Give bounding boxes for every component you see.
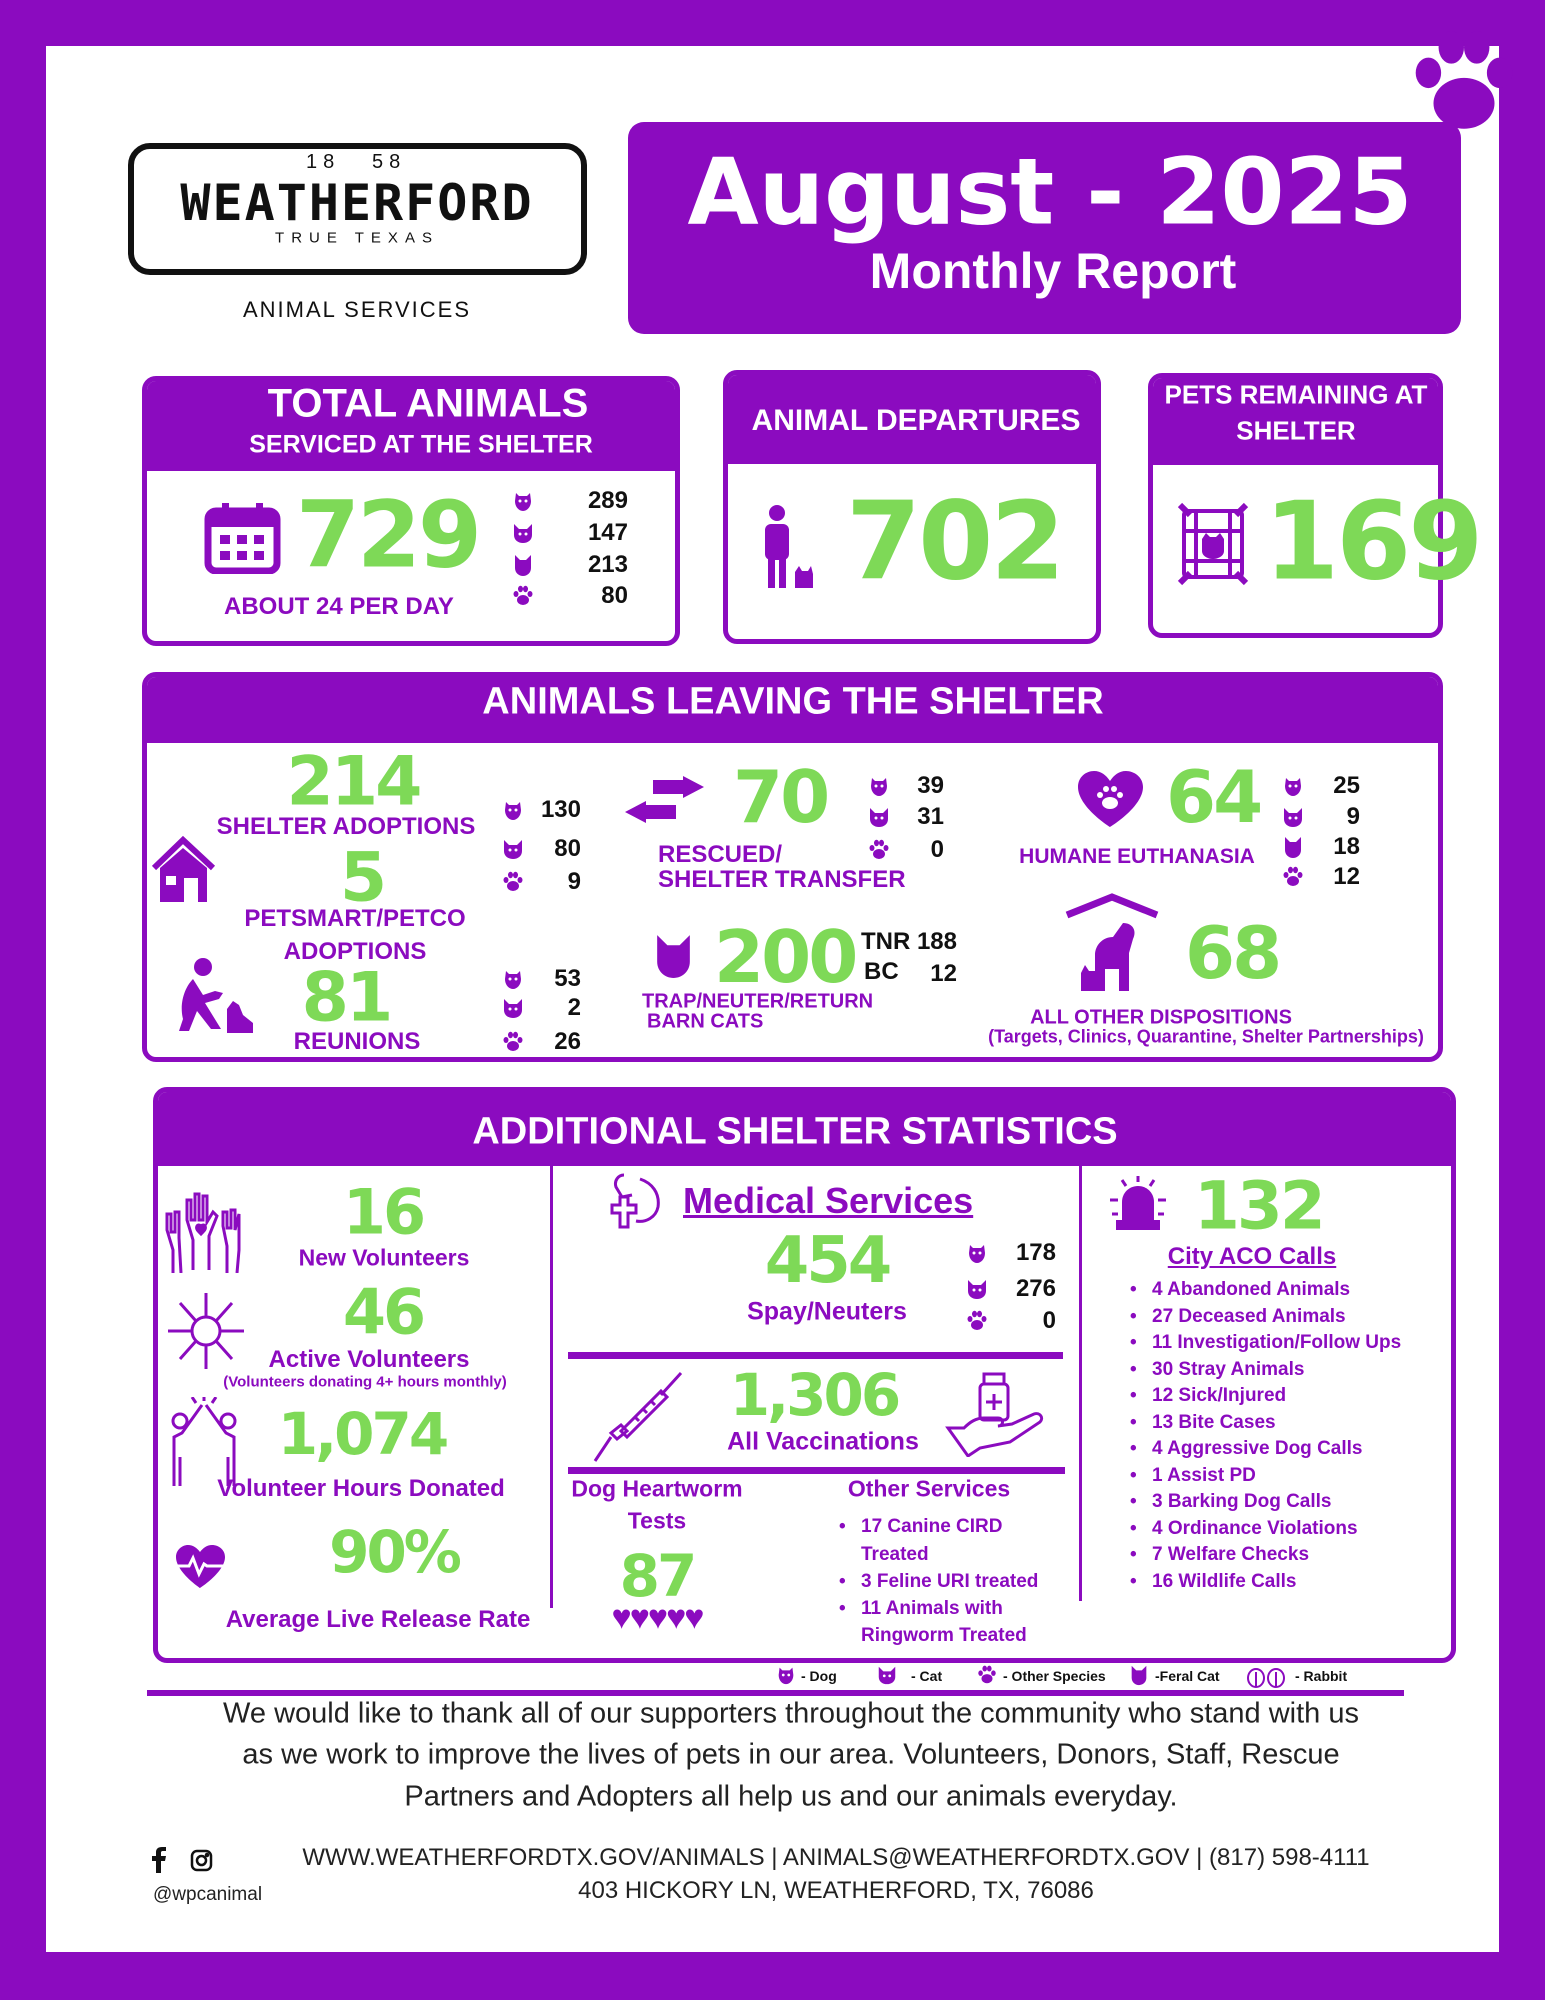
medical-services-link[interactable]: Medical Services (683, 1180, 974, 1221)
dog-icon (1281, 774, 1305, 798)
cat-icon (965, 1277, 989, 1301)
siren-icon (1108, 1176, 1168, 1231)
paw-icon (965, 1309, 989, 1333)
divider (147, 1690, 1404, 1696)
aco-call-item: 7 Welfare Checks (1130, 1544, 1309, 1566)
aco-call-item: 30 Stray Animals (1130, 1359, 1305, 1381)
remaining-card (1148, 373, 1443, 638)
city-aco-calls-link[interactable]: City ACO Calls (1167, 1243, 1337, 1270)
dog-icon (867, 774, 891, 798)
departures-value: 702 (846, 479, 1065, 605)
cat-icon (501, 837, 525, 861)
aco-call-item: 4 Ordinance Violations (1130, 1518, 1357, 1540)
remaining-value: 169 (1264, 479, 1483, 605)
feral-cat-icon (1281, 835, 1305, 859)
logo: 18 58 WEATHERFORD TRUE TEXAS ANIMAL SERV… (128, 121, 587, 322)
aco-call-item: 12 Sick/Injured (1130, 1385, 1286, 1407)
cat-head-icon (648, 931, 699, 980)
aco-call-item: 4 Abandoned Animals (1130, 1279, 1350, 1301)
paw-icon (975, 1664, 999, 1686)
aco-call-item: 3 Barking Dog Calls (1130, 1491, 1331, 1513)
transfer-arrows-icon (625, 776, 704, 823)
hearts-row: ♥♥♥♥♥ (611, 1598, 705, 1637)
column-divider (1079, 1161, 1082, 1601)
total-value: 729 (296, 481, 482, 589)
high-five-icon (166, 1397, 242, 1486)
paw-icon (501, 870, 525, 894)
aco-call-item: 1 Assist PD (1130, 1465, 1256, 1487)
dog-icon (501, 967, 525, 991)
person-petting-dog-icon (175, 957, 262, 1034)
divider (568, 1467, 1065, 1474)
caged-cat-icon (1176, 501, 1250, 587)
person-with-cat-icon (759, 504, 817, 588)
cat-icon (511, 521, 535, 545)
aco-call-item: 16 Wildlife Calls (1130, 1571, 1296, 1593)
cat-icon (867, 805, 891, 829)
column-divider (550, 1161, 553, 1608)
house-icon (150, 836, 217, 902)
hands-circle-icon (166, 1289, 246, 1372)
other-service-item: 11 Animals with (839, 1598, 1003, 1620)
heartbeat-icon (175, 1544, 226, 1588)
syringe-icon (591, 1369, 689, 1465)
animals-leaving-section (142, 672, 1443, 1062)
other-service-item: 17 Canine CIRD (839, 1516, 1003, 1538)
other-service-item: Treated (861, 1544, 929, 1565)
calendar-icon (204, 501, 281, 574)
medical-pet-icon (604, 1171, 664, 1231)
title-banner (628, 122, 1461, 334)
paw-icon (1403, 19, 1525, 147)
report-month: August - 2025 (687, 138, 1413, 246)
facebook-icon[interactable] (151, 1847, 167, 1873)
sheltered-pets-icon (1063, 893, 1161, 993)
dog-icon (501, 798, 525, 822)
instagram-icon[interactable] (190, 1849, 213, 1872)
other-service-item: Ringworm Treated (861, 1625, 1027, 1646)
dog-icon (511, 489, 535, 513)
departures-card (723, 370, 1101, 644)
paw-icon (501, 1030, 525, 1054)
dog-icon (775, 1664, 797, 1686)
feral-cat-icon (511, 553, 535, 577)
divider (568, 1352, 1063, 1359)
cat-icon (501, 996, 525, 1020)
dog-icon (965, 1241, 989, 1265)
feral-cat-icon (1128, 1664, 1150, 1686)
paw-icon (511, 584, 535, 608)
report-subtitle: Monthly Report (869, 243, 1237, 299)
cat-icon (1281, 805, 1305, 829)
paw-icon (867, 838, 891, 862)
heart-paw-icon (1076, 769, 1145, 829)
aco-call-item: 11 Investigation/Follow Ups (1130, 1332, 1401, 1354)
rabbit-icon (1244, 1664, 1288, 1688)
aco-call-item: 27 Deceased Animals (1130, 1306, 1346, 1328)
cat-icon (874, 1664, 900, 1686)
hand-vial-icon (944, 1372, 1044, 1457)
aco-call-item: 4 Aggressive Dog Calls (1130, 1438, 1363, 1460)
paw-icon (1281, 865, 1305, 889)
aco-call-item: 13 Bite Cases (1130, 1412, 1276, 1434)
raised-hands-icon (163, 1190, 245, 1273)
other-service-item: 3 Feline URI treated (839, 1571, 1038, 1593)
